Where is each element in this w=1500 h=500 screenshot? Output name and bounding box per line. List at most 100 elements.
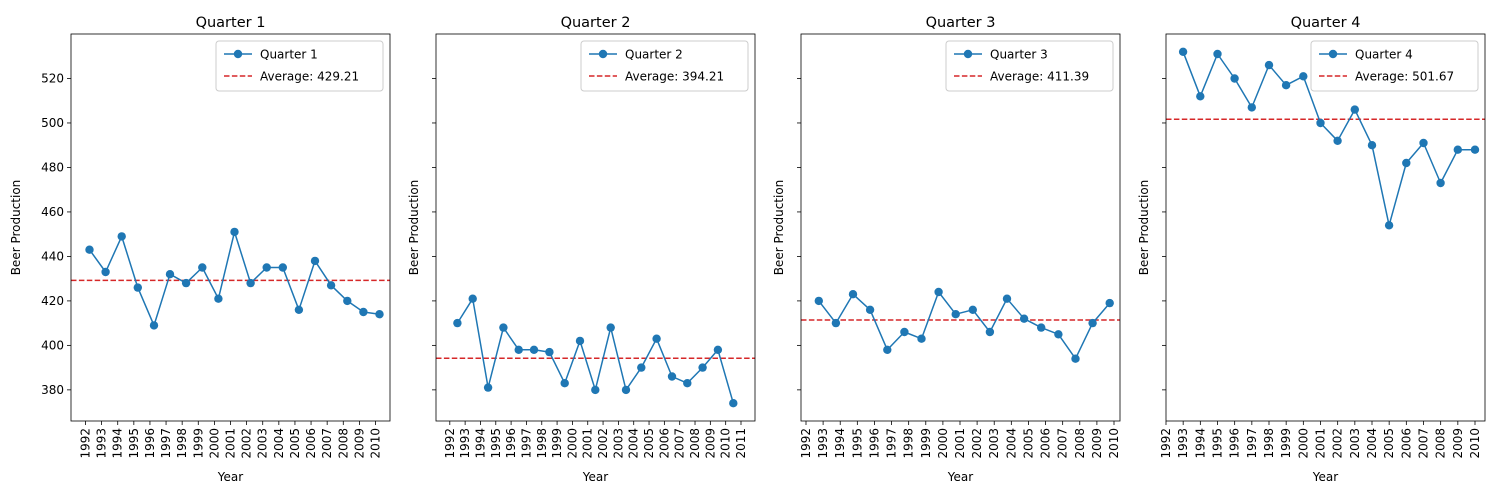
- data-point: [848, 290, 858, 299]
- x-axis-label: Year: [582, 470, 608, 484]
- data-point: [343, 296, 352, 306]
- axes-frame: [800, 33, 1121, 422]
- data-point: [310, 256, 320, 266]
- x-tick-label: 2000: [936, 428, 950, 459]
- axes-frame: [1165, 33, 1486, 422]
- y-axis-label: Beer Production: [772, 180, 786, 276]
- data-point: [1088, 318, 1097, 328]
- x-tick-label: 2007: [673, 428, 687, 459]
- x-tick-label: 2002: [596, 428, 610, 459]
- data-point: [468, 294, 477, 303]
- legend-series-marker: [963, 49, 973, 59]
- x-tick-label: 2010: [369, 428, 383, 459]
- x-tick-label: 2005: [1382, 428, 1396, 459]
- data-point: [621, 385, 631, 395]
- legend-series-label: Quarter 1: [260, 48, 318, 62]
- y-tick-label: 420: [41, 294, 64, 308]
- x-tick-label: 2005: [1021, 428, 1035, 459]
- data-point: [483, 383, 493, 392]
- y-tick-label: 500: [41, 116, 64, 130]
- legend: Quarter 1 Average: 429.21: [215, 40, 384, 92]
- y-tick-label: 480: [41, 160, 64, 174]
- x-tick-label: 2011: [734, 428, 748, 459]
- x-tick-label: 2006: [1399, 428, 1413, 459]
- data-point: [1436, 178, 1445, 188]
- x-tick-label: 2000: [207, 428, 221, 459]
- data-point: [652, 334, 661, 343]
- x-tick-label: 2008: [1434, 428, 1448, 459]
- plot-area: [436, 294, 755, 408]
- data-point: [1213, 49, 1222, 59]
- data-point: [1071, 354, 1080, 363]
- x-tick-label: 1997: [885, 428, 899, 459]
- x-tick-label: 1995: [850, 428, 864, 459]
- x-tick-label: 2003: [1348, 428, 1362, 459]
- chart-title: Quarter 4: [1291, 15, 1361, 31]
- chart-panel-3: Quarter 3 Beer Production 1992 1993 1994 1995…: [772, 15, 1121, 484]
- data-point: [1367, 141, 1377, 150]
- data-point: [278, 263, 287, 272]
- data-point: [1402, 158, 1411, 168]
- x-tick-label: 1994: [473, 428, 487, 459]
- legend-average-label: Average: 501.67: [1355, 70, 1454, 84]
- data-point: [133, 283, 142, 292]
- x-tick-label: 2006: [657, 428, 671, 459]
- x-tick-label: 1992: [1159, 428, 1173, 459]
- data-point: [637, 363, 646, 372]
- data-point: [883, 345, 892, 354]
- x-tick-label: 2010: [1468, 428, 1482, 459]
- data-point: [117, 232, 126, 241]
- data-point: [1299, 72, 1308, 81]
- x-tick-label: 2004: [1365, 428, 1379, 459]
- data-point: [560, 379, 569, 388]
- data-point: [1333, 136, 1342, 145]
- x-tick-label: 1995: [127, 428, 141, 459]
- axes-frame: [435, 33, 756, 422]
- series-line: [1182, 51, 1475, 227]
- legend: Quarter 4 Average: 501.67: [1310, 40, 1479, 92]
- data-point: [814, 296, 823, 306]
- data-point: [1384, 221, 1394, 230]
- x-tick-label: 2009: [703, 428, 717, 459]
- data-point: [951, 310, 960, 319]
- x-tick-label: 1994: [111, 428, 125, 459]
- data-point: [1419, 138, 1428, 148]
- x-tick-label: 1999: [550, 428, 564, 459]
- data-point: [453, 318, 462, 328]
- chart-panel-1: Quarter 1 380 400 420 440 460 480 500 520 Beer Pr…: [9, 15, 391, 484]
- legend: Quarter 2 Average: 394.21: [580, 40, 749, 92]
- series-line: [88, 231, 380, 327]
- x-tick-label: 2002: [970, 428, 984, 459]
- x-tick-label: 1994: [1193, 428, 1207, 459]
- x-tick-label: 1993: [1176, 428, 1190, 459]
- y-tick-label: 460: [41, 205, 64, 219]
- x-tick-label: 1996: [1228, 428, 1242, 459]
- series-line: [818, 291, 1111, 360]
- x-tick-label: 1994: [833, 428, 847, 459]
- x-tick-label: 2009: [1090, 428, 1104, 459]
- x-tick-label: 2008: [1073, 428, 1087, 459]
- data-point: [698, 363, 707, 372]
- legend-box: [945, 40, 1114, 92]
- x-tick-label: 1998: [1262, 428, 1276, 459]
- data-point: [262, 263, 271, 272]
- x-axis-label: Year: [217, 470, 243, 484]
- x-tick-label: 1999: [919, 428, 933, 459]
- legend-average-label: Average: 411.39: [990, 70, 1089, 84]
- x-tick-label: 2010: [1107, 428, 1121, 459]
- legend-box: [580, 40, 749, 92]
- legend-series-label: Quarter 3: [990, 48, 1048, 62]
- x-tick-label: 1996: [504, 428, 518, 459]
- x-tick-label: 1993: [816, 428, 830, 459]
- data-point: [1470, 145, 1480, 154]
- data-point: [606, 323, 615, 332]
- data-point: [499, 323, 508, 332]
- x-tick-label: 1997: [1245, 428, 1259, 459]
- x-tick-label: 2002: [240, 428, 254, 459]
- legend: Quarter 3 Average: 411.39: [945, 40, 1114, 92]
- x-tick-label: 2009: [1451, 428, 1465, 459]
- x-tick-label: 1998: [902, 428, 916, 459]
- x-tick-label: 2006: [1039, 428, 1053, 459]
- x-axis-label: Year: [947, 470, 973, 484]
- x-tick-label: 2004: [627, 428, 641, 459]
